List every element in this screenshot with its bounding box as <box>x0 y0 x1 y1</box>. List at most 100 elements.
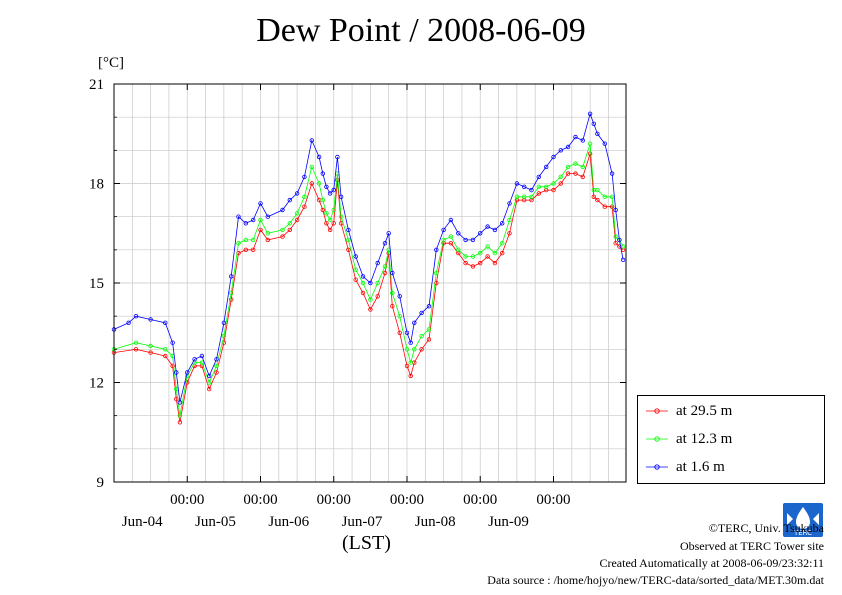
data-point <box>485 224 490 229</box>
data-point <box>360 280 366 286</box>
data-point <box>595 197 600 203</box>
data-point <box>390 304 395 309</box>
data-point <box>221 333 227 339</box>
data-point <box>529 194 534 199</box>
data-point <box>382 240 388 246</box>
data-point <box>243 237 248 243</box>
data-point <box>620 244 626 249</box>
data-point <box>507 217 512 223</box>
x-tick-date-label: Jun-08 <box>415 514 456 530</box>
data-point <box>236 240 241 246</box>
data-point <box>613 240 618 246</box>
data-point <box>320 197 325 203</box>
data-point <box>346 237 351 243</box>
data-point <box>573 134 578 140</box>
data-point <box>514 194 520 199</box>
y-tick-label: 18 <box>89 177 104 193</box>
data-point <box>426 304 432 309</box>
data-point <box>551 187 556 193</box>
data-point <box>500 240 505 246</box>
data-point <box>412 320 417 325</box>
x-tick-time-label: 00:00 <box>317 492 351 508</box>
data-point <box>434 280 439 286</box>
data-point <box>404 363 410 369</box>
data-point <box>536 184 541 189</box>
data-point <box>221 320 227 325</box>
data-point <box>514 181 520 186</box>
data-point <box>500 221 505 226</box>
data-point <box>397 330 402 335</box>
data-point <box>587 141 593 146</box>
x-tick-date-label: Jun-09 <box>488 514 529 530</box>
data-point <box>620 257 626 262</box>
data-point <box>287 197 292 203</box>
data-point <box>258 201 263 206</box>
data-point <box>544 184 549 189</box>
data-point <box>243 247 248 252</box>
data-point <box>214 370 219 375</box>
data-point <box>294 211 300 216</box>
data-point <box>419 347 424 352</box>
legend-item-1-6m: at 1.6 m <box>646 456 725 478</box>
data-point <box>551 154 556 160</box>
data-point <box>609 204 615 209</box>
data-point <box>419 310 424 316</box>
data-point <box>335 154 340 160</box>
data-point <box>397 314 402 319</box>
data-point <box>558 148 563 153</box>
data-point <box>316 154 322 160</box>
data-point <box>580 138 585 143</box>
data-point <box>265 237 270 243</box>
data-point <box>346 247 351 252</box>
data-point <box>228 274 234 279</box>
data-point <box>613 234 618 239</box>
data-point <box>309 164 314 170</box>
terc-logo-icon: TERC <box>783 503 823 537</box>
data-point <box>522 184 527 189</box>
data-point <box>595 131 600 136</box>
x-tick-time-label: 00:00 <box>170 492 204 508</box>
x-tick-date-label: Jun-05 <box>195 514 236 530</box>
data-point <box>617 237 622 243</box>
credit-created: Created Automatically at 2008-06-09/23:3… <box>599 556 824 570</box>
data-point <box>591 194 596 199</box>
data-point <box>580 174 585 180</box>
data-point <box>133 314 139 319</box>
data-point <box>360 290 366 296</box>
x-tick-date-label: Jun-07 <box>342 514 383 530</box>
data-point <box>206 386 212 392</box>
data-point <box>302 194 307 199</box>
data-point <box>199 360 205 365</box>
data-point <box>463 254 468 259</box>
data-point <box>382 270 388 276</box>
legend-label-12-3m: at 12.3 m <box>676 430 733 447</box>
data-point <box>565 164 571 170</box>
data-point <box>228 290 234 296</box>
data-point <box>243 221 248 226</box>
data-point <box>529 187 534 193</box>
x-tick-time-label: 00:00 <box>536 492 570 508</box>
data-point <box>148 343 153 349</box>
data-point <box>338 214 344 219</box>
data-point <box>324 221 329 226</box>
data-point <box>492 227 498 233</box>
data-point <box>478 231 483 236</box>
data-point <box>287 227 292 233</box>
data-point <box>426 337 432 342</box>
data-point <box>163 347 168 352</box>
data-point <box>587 151 593 156</box>
data-point <box>485 244 490 249</box>
data-point <box>174 396 179 402</box>
data-point <box>192 357 197 362</box>
series-line <box>113 153 624 423</box>
legend-label-1-6m: at 1.6 m <box>676 458 725 475</box>
data-point <box>294 217 300 223</box>
data-point <box>177 400 183 405</box>
data-point <box>338 194 344 199</box>
legend-swatch-1-6m <box>646 464 668 470</box>
data-point <box>258 227 263 233</box>
axis-ticks: 9 12 15 18 21 00:00 Jun-04 00:00 Jun-05 00:00 Jun-… <box>89 77 626 530</box>
chart-title: Dew Point / 2008-06-09 <box>256 12 586 49</box>
data-point <box>133 340 139 345</box>
